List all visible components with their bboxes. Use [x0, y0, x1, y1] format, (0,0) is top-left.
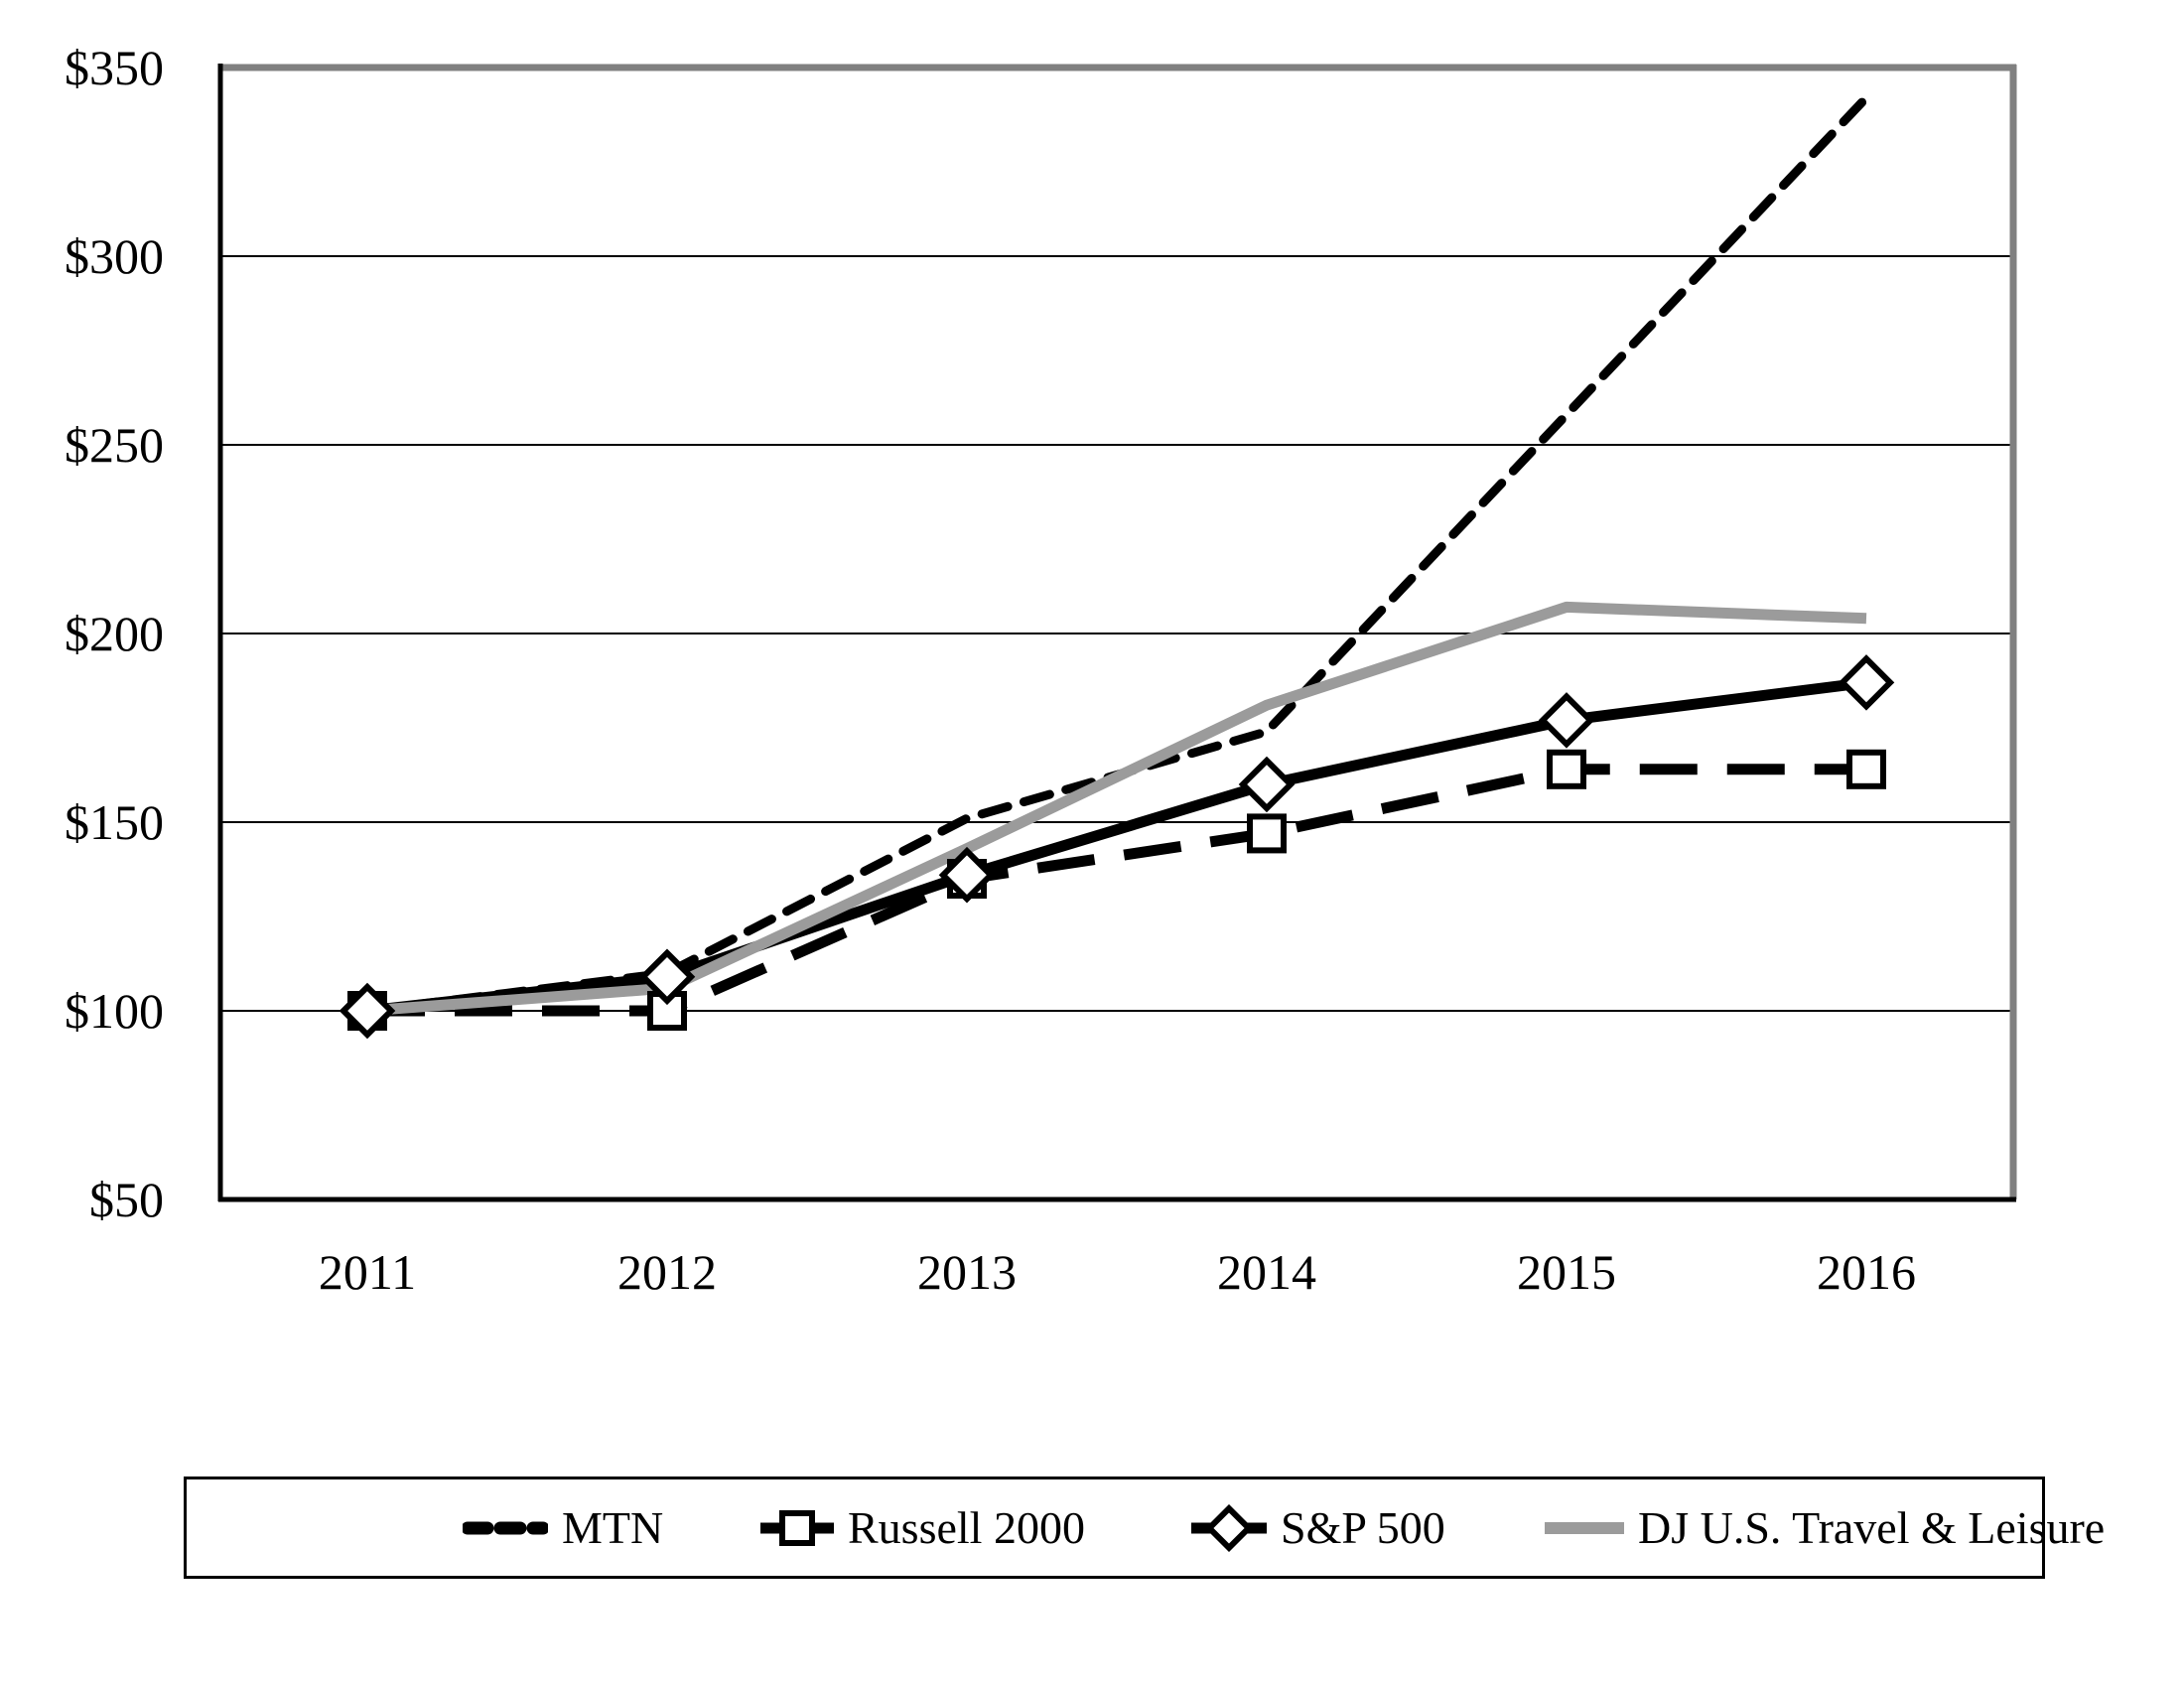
legend-label-sp-500: S&P 500: [1281, 1501, 1445, 1553]
x-axis-tick-label: 2011: [319, 1244, 416, 1300]
legend-label-russell-2000: Russell 2000: [848, 1501, 1085, 1553]
square-marker: [1247, 813, 1287, 854]
diamond-marker: [938, 846, 996, 904]
x-axis-tick-label: 2014: [1217, 1244, 1316, 1300]
legend-item-mtn: MTN: [463, 1479, 663, 1576]
russell-2000-square-line-swatch: [760, 1506, 834, 1550]
y-axis-tick-label: $300: [65, 228, 164, 284]
y-axis-tick-label: $350: [65, 40, 164, 95]
diamond-marker: [339, 982, 396, 1040]
x-axis-tick-label: 2012: [617, 1244, 717, 1300]
x-axis-tick-label: 2016: [1817, 1244, 1916, 1300]
legend-item-dj-travel-leisure: DJ U.S. Travel & Leisure: [1545, 1479, 2105, 1576]
y-axis-tick-label: $250: [65, 417, 164, 473]
mtn-dashed-line-swatch: [463, 1517, 548, 1539]
y-axis-tick-label: $200: [65, 606, 164, 661]
square-marker: [1547, 749, 1586, 789]
legend: MTN Russell 2000 S&P 500: [184, 1477, 2105, 1579]
sp-500-diamond-line-swatch: [1191, 1503, 1267, 1552]
legend-label-mtn: MTN: [562, 1501, 664, 1553]
x-axis-tick-label: 2013: [917, 1244, 1017, 1300]
series-line-mtn: [362, 92, 1871, 1016]
legend-label-dj-travel-leisure: DJ U.S. Travel & Leisure: [1638, 1501, 2106, 1553]
dj-travel-leisure-gray-line-swatch: [1545, 1520, 1624, 1536]
series-line-s-p-500: [366, 676, 1867, 1017]
diamond-marker: [638, 948, 696, 1006]
legend-item-sp-500: S&P 500: [1191, 1479, 1445, 1576]
diamond-marker: [1238, 756, 1296, 813]
diamond-marker: [1538, 692, 1595, 749]
series-line-russell-2000: [367, 764, 1866, 1017]
diamond-marker: [1838, 654, 1895, 711]
x-axis-tick-label: 2015: [1517, 1244, 1616, 1300]
series-line-dj-u-s-travel-leisure: [366, 601, 1867, 1017]
legend-item-russell-2000: Russell 2000: [760, 1479, 1085, 1576]
y-axis-tick-label: $100: [65, 983, 164, 1039]
y-axis-tick-label: $150: [65, 794, 164, 850]
square-marker: [1846, 749, 1886, 789]
y-axis-tick-label: $50: [89, 1172, 164, 1227]
